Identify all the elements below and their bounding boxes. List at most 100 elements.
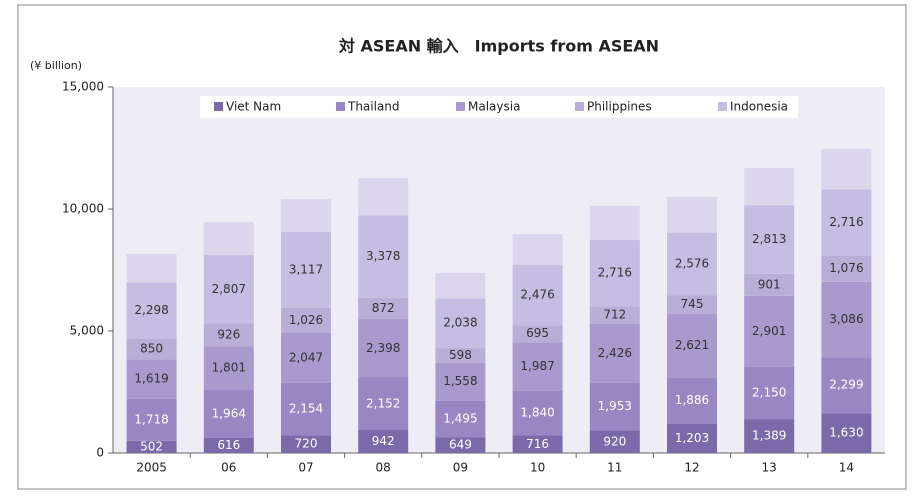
legend-swatch — [456, 102, 465, 111]
bar-segment — [126, 359, 177, 399]
bar-segment — [744, 419, 795, 453]
y-tick-label: 0 — [96, 446, 104, 460]
y-tick-label: 10,000 — [62, 202, 104, 216]
data-label: 942 — [372, 434, 395, 448]
bar-segment — [821, 281, 872, 358]
bar-segment — [281, 332, 331, 383]
data-label: 2,038 — [443, 316, 477, 330]
bar-segment — [744, 366, 795, 420]
data-label: 745 — [681, 297, 704, 311]
bar-segment — [126, 282, 177, 339]
bar-segment — [203, 323, 254, 347]
data-label: 3,378 — [366, 249, 400, 263]
data-label: 649 — [449, 438, 472, 452]
bar-segment — [744, 273, 795, 296]
data-label: 1,801 — [212, 361, 246, 375]
x-tick-label: 08 — [376, 461, 391, 475]
legend-label: Indonesia — [730, 100, 788, 114]
data-label: 1,630 — [829, 426, 863, 440]
bar-segment — [667, 313, 717, 378]
legend-label: Thailand — [347, 100, 400, 114]
data-label: 1,495 — [443, 411, 477, 425]
bar-segment — [435, 272, 486, 299]
bar-segment — [281, 231, 331, 308]
x-tick-label: 13 — [762, 461, 777, 475]
bar-segment — [821, 413, 872, 453]
bar-segment — [744, 167, 795, 206]
data-label: 3,117 — [289, 262, 323, 276]
data-label: 2,298 — [134, 303, 168, 317]
data-label: 1,840 — [520, 406, 554, 420]
bar-segment — [281, 435, 331, 453]
data-label: 2,299 — [829, 378, 863, 392]
bar-segment — [435, 298, 486, 349]
data-label: 920 — [603, 434, 626, 448]
bar-segment — [667, 197, 717, 233]
data-label: 1,619 — [134, 372, 168, 386]
bar-segment — [744, 205, 795, 274]
bar-segment — [281, 198, 331, 232]
data-label: 2,901 — [752, 324, 786, 338]
data-label: 598 — [449, 348, 472, 362]
data-label: 502 — [140, 439, 163, 453]
data-label: 2,576 — [675, 257, 709, 271]
data-label: 2,150 — [752, 385, 786, 399]
legend-label: Philippines — [587, 100, 652, 114]
bar-segment — [358, 377, 409, 431]
bar-segment — [126, 398, 177, 441]
x-tick-label: 07 — [298, 461, 313, 475]
bar-segment — [358, 318, 409, 378]
data-label: 2,154 — [289, 402, 323, 416]
bar-segment — [358, 430, 409, 453]
data-label: 1,389 — [752, 429, 786, 443]
bar-segment — [512, 390, 563, 436]
data-label: 926 — [217, 327, 240, 341]
data-label: 1,718 — [134, 412, 168, 426]
x-tick-label: 09 — [453, 461, 468, 475]
data-label: 872 — [372, 301, 395, 315]
data-label: 716 — [526, 437, 549, 451]
bar-segment — [358, 297, 409, 319]
legend-swatch — [718, 102, 727, 111]
legend-swatch — [575, 102, 584, 111]
bar-segment — [667, 232, 717, 296]
data-label: 2,807 — [212, 282, 246, 296]
bar-segment — [589, 382, 640, 431]
y-axis-label: (¥ billion) — [30, 59, 82, 72]
chart-title: 対 ASEAN 輸入 Imports from ASEAN — [338, 37, 659, 56]
bar-segment — [512, 342, 563, 391]
bar-segment — [203, 346, 254, 391]
data-label: 2,047 — [289, 350, 323, 364]
x-tick-label: 06 — [221, 461, 236, 475]
bar-segment — [821, 189, 872, 256]
bar-segment — [126, 338, 177, 360]
bar-segment — [589, 430, 640, 453]
data-label: 3,086 — [829, 312, 863, 326]
bar-segment — [126, 253, 177, 283]
bar-segment — [435, 348, 486, 363]
data-label: 2,813 — [752, 232, 786, 246]
data-label: 1,987 — [520, 359, 554, 373]
data-label: 1,026 — [289, 313, 323, 327]
data-label: 1,964 — [212, 407, 246, 421]
bar-segment — [821, 255, 872, 282]
bar-segment — [203, 390, 254, 438]
data-label: 712 — [603, 308, 626, 322]
bar-segment — [589, 205, 640, 241]
legend-label: Viet Nam — [226, 100, 281, 114]
bar-segment — [281, 382, 331, 436]
data-label: 2,426 — [598, 346, 632, 360]
data-label: 850 — [140, 341, 163, 355]
bar-segment — [512, 264, 563, 326]
bar-segment — [358, 215, 409, 298]
data-label: 1,953 — [598, 399, 632, 413]
bar-segment — [435, 362, 486, 401]
bar-segment — [667, 377, 717, 424]
data-label: 1,203 — [675, 431, 709, 445]
bar-segment — [589, 323, 640, 383]
data-label: 1,558 — [443, 374, 477, 388]
bar-segment — [512, 325, 563, 343]
data-label: 901 — [758, 277, 781, 291]
bar-segment — [203, 255, 254, 324]
data-label: 2,716 — [598, 266, 632, 280]
